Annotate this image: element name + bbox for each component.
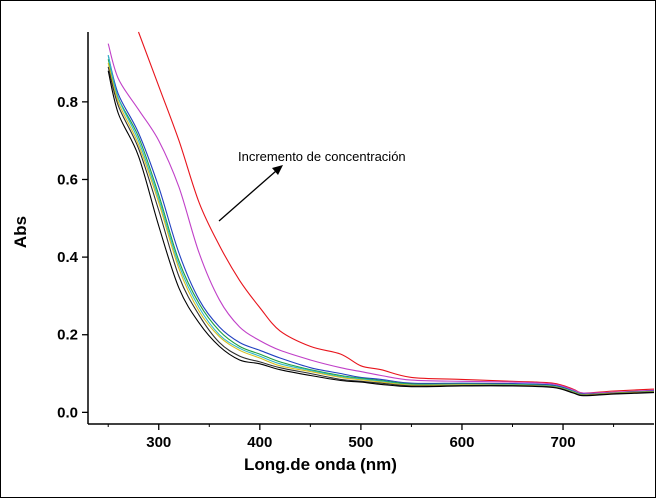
series-line-3 — [107, 55, 655, 395]
y-tick-label: 0.6 — [57, 171, 78, 188]
x-axis-title: Long.de onda (nm) — [244, 455, 397, 474]
annotation-label: Incremento de concentración — [238, 149, 406, 164]
series-line-1 — [137, 31, 655, 394]
x-tick-label: 300 — [146, 434, 171, 451]
axes: 300 400 500 600 700 0.0 0.2 0.4 0.6 0.8 — [57, 32, 654, 451]
y-tick-label: 0.2 — [57, 327, 78, 344]
y-axis-title: Abs — [11, 216, 30, 248]
series-line-8 — [107, 70, 655, 397]
x-tick-label: 500 — [348, 434, 373, 451]
y-tick-label: 0.8 — [57, 94, 78, 111]
y-tick-label: 0.4 — [57, 249, 79, 266]
series-line-7 — [107, 66, 655, 396]
x-tick-label: 400 — [247, 434, 272, 451]
x-tick-label: 700 — [551, 434, 576, 451]
annotation-arrow — [218, 170, 277, 222]
x-axis-ticks: 300 400 500 600 700 — [107, 424, 615, 451]
series-line-4 — [107, 59, 655, 396]
spectra-series — [107, 31, 655, 397]
annotation-arrow-head — [272, 165, 283, 175]
y-axis-ticks: 0.0 0.2 0.4 0.6 0.8 — [57, 94, 88, 421]
series-line-6 — [107, 62, 655, 396]
annotation: Incremento de concentración — [218, 149, 406, 222]
x-tick-label: 600 — [449, 434, 474, 451]
y-tick-label: 0.0 — [57, 404, 78, 421]
series-line-2 — [107, 43, 655, 394]
